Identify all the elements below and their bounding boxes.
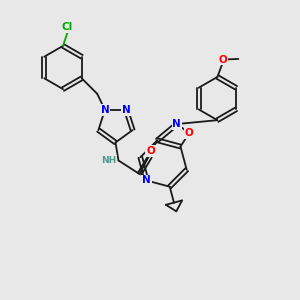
Text: N: N (122, 105, 130, 115)
Text: N: N (172, 119, 181, 129)
Text: O: O (185, 128, 194, 138)
Text: Cl: Cl (62, 22, 73, 32)
Text: O: O (146, 146, 155, 156)
Text: NH: NH (101, 156, 116, 165)
Text: N: N (142, 176, 151, 185)
Text: O: O (218, 55, 227, 64)
Text: N: N (100, 105, 109, 115)
